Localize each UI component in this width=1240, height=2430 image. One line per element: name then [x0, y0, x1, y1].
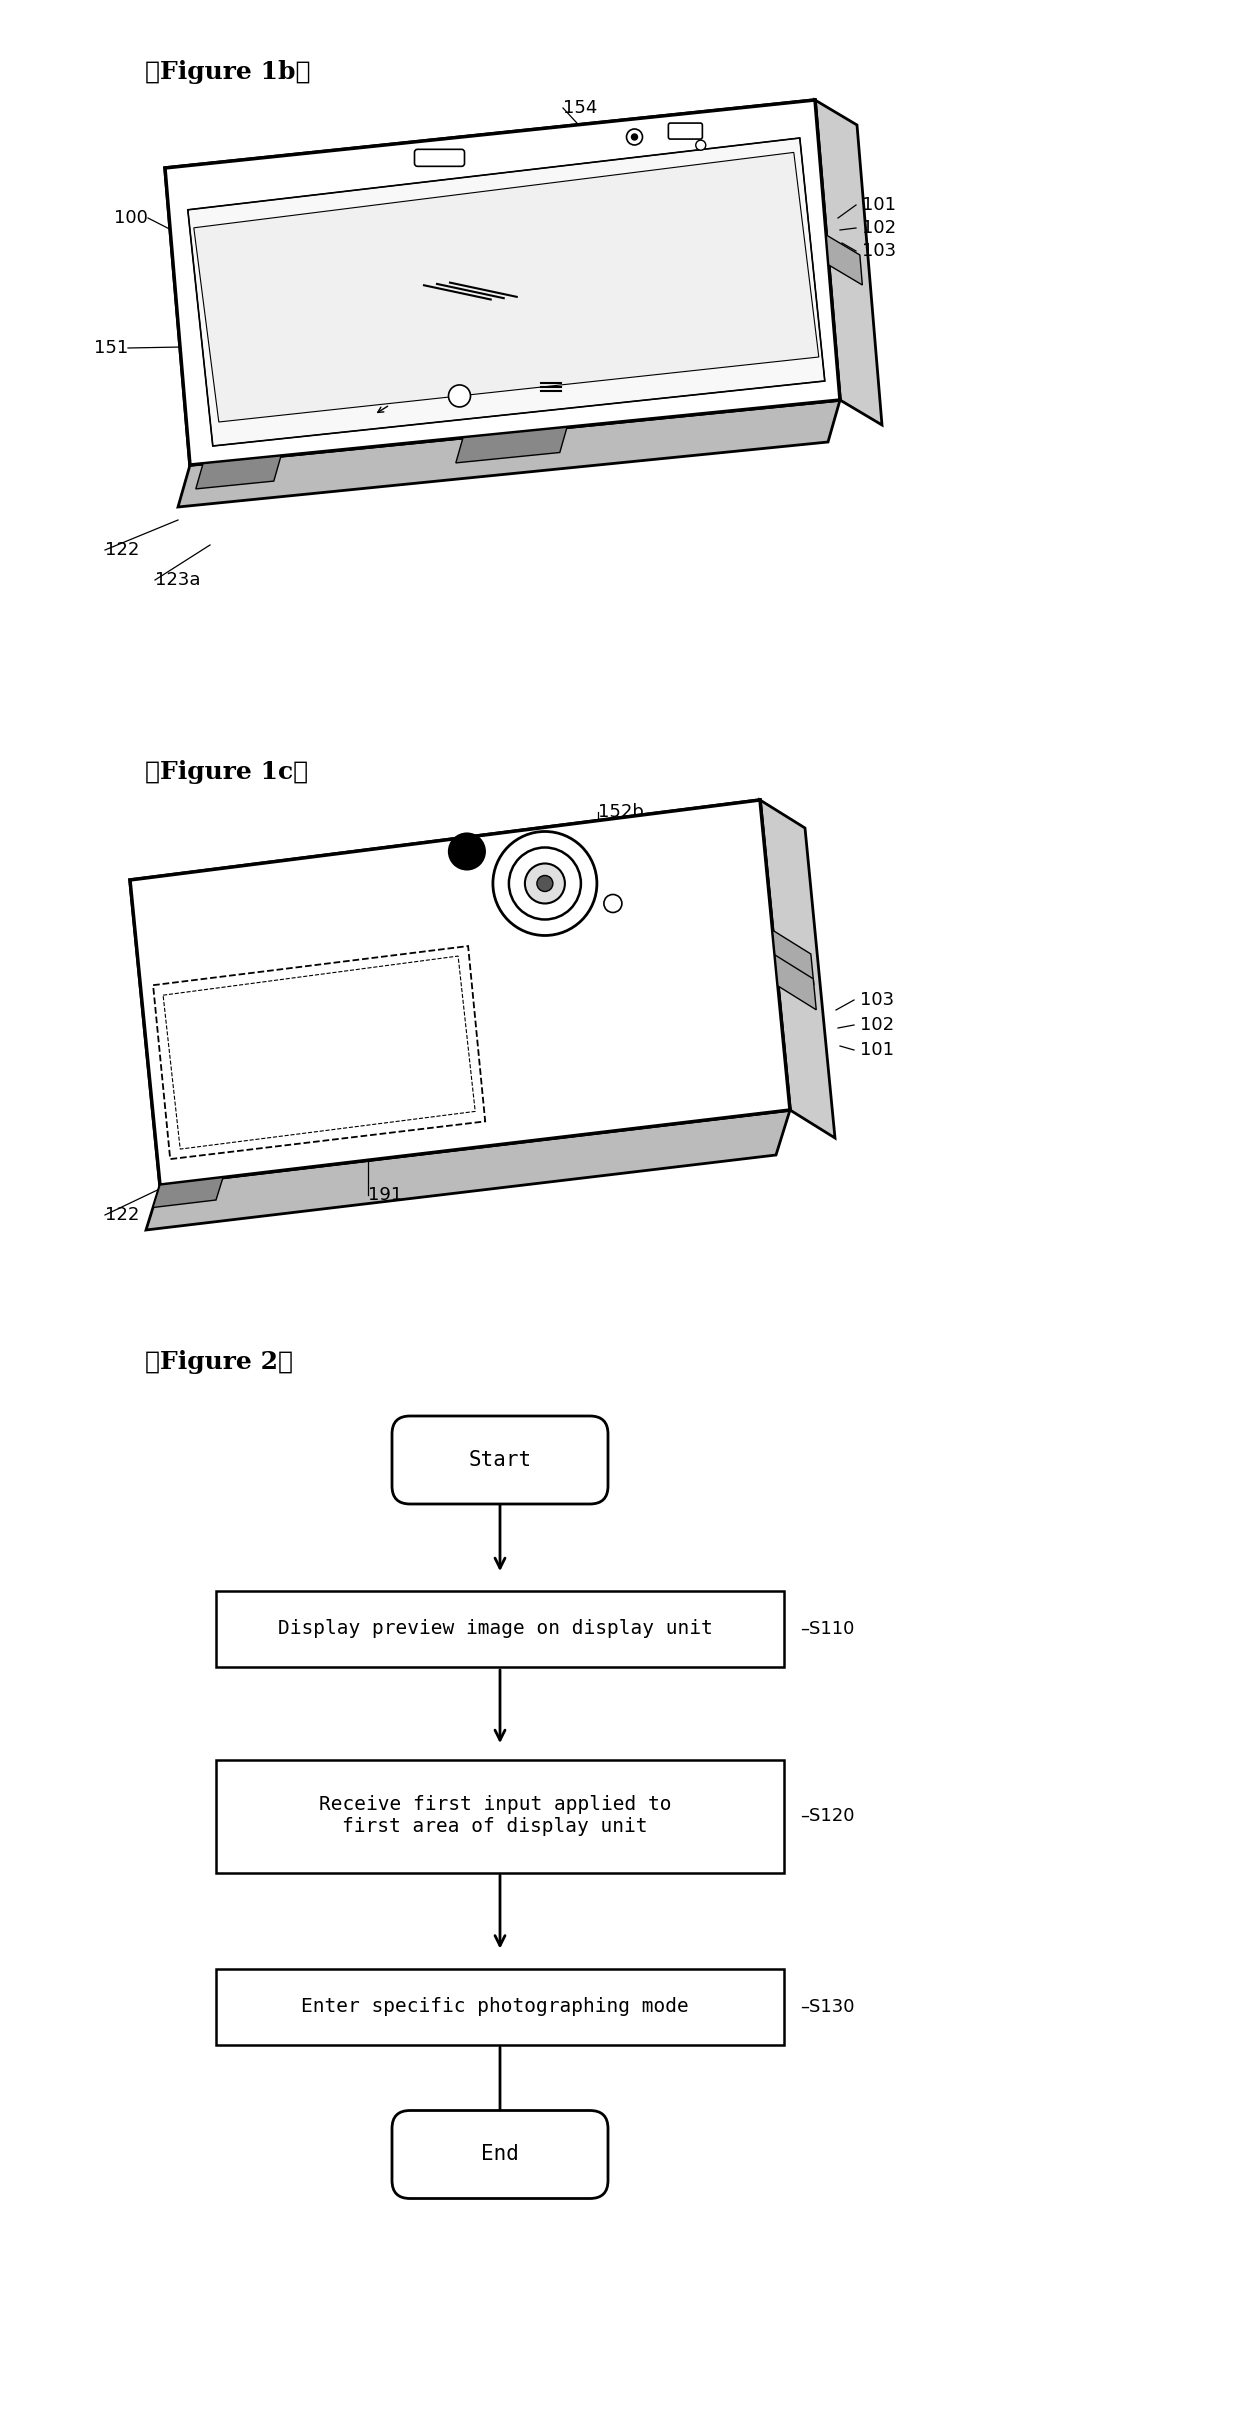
Circle shape	[525, 863, 565, 904]
Text: –S120: –S120	[800, 1808, 854, 1825]
Text: 151: 151	[94, 340, 128, 357]
Text: –S110: –S110	[800, 1621, 854, 1638]
Text: 102: 102	[861, 1016, 894, 1035]
Text: 160: 160	[755, 360, 789, 377]
FancyBboxPatch shape	[668, 124, 702, 139]
Circle shape	[604, 894, 622, 914]
Text: 122: 122	[105, 1205, 139, 1225]
Text: 【Figure 1c】: 【Figure 1c】	[145, 761, 308, 785]
Polygon shape	[193, 153, 818, 423]
Text: 151a: 151a	[317, 187, 363, 204]
Text: 103: 103	[861, 991, 894, 1008]
Text: 123b: 123b	[610, 1079, 656, 1096]
Polygon shape	[165, 100, 839, 464]
Text: 121b: 121b	[660, 824, 706, 841]
Polygon shape	[153, 1179, 223, 1208]
Polygon shape	[815, 100, 882, 425]
Polygon shape	[775, 955, 816, 1011]
Polygon shape	[130, 799, 790, 1186]
Circle shape	[631, 134, 637, 141]
Polygon shape	[130, 799, 790, 1186]
Text: –S130: –S130	[800, 1997, 854, 2014]
Text: 【Figure 2】: 【Figure 2】	[145, 1351, 293, 1373]
Polygon shape	[826, 236, 862, 284]
FancyBboxPatch shape	[392, 2112, 608, 2199]
Text: 101: 101	[861, 1040, 894, 1059]
Text: 124: 124	[711, 848, 744, 868]
Circle shape	[494, 831, 596, 936]
Polygon shape	[146, 1111, 790, 1230]
Text: 100: 100	[229, 892, 264, 909]
Text: 123a: 123a	[155, 571, 201, 588]
Polygon shape	[187, 139, 825, 447]
Circle shape	[449, 384, 470, 406]
Text: Start: Start	[469, 1451, 532, 1470]
Text: Receive first input applied to
first area of display unit: Receive first input applied to first are…	[319, 1796, 671, 1837]
FancyBboxPatch shape	[216, 1592, 784, 1667]
Polygon shape	[179, 401, 839, 508]
Circle shape	[537, 875, 553, 892]
Text: 【Figure 1b】: 【Figure 1b】	[145, 61, 310, 85]
Text: Display preview image on display unit: Display preview image on display unit	[278, 1618, 712, 1638]
Circle shape	[449, 833, 485, 870]
Text: 142: 142	[745, 148, 780, 168]
Text: 141: 141	[763, 168, 796, 185]
Text: 152b: 152b	[598, 802, 644, 821]
Polygon shape	[456, 428, 567, 462]
Polygon shape	[773, 931, 813, 984]
Text: 102: 102	[862, 219, 897, 238]
Text: 152a: 152a	[693, 124, 739, 141]
Polygon shape	[760, 799, 835, 1137]
FancyBboxPatch shape	[414, 148, 465, 165]
Text: 121a: 121a	[777, 190, 823, 207]
Text: 122: 122	[105, 542, 139, 559]
Circle shape	[508, 848, 580, 919]
Text: Enter specific photographing mode: Enter specific photographing mode	[301, 1997, 689, 2017]
Text: 100: 100	[114, 209, 148, 226]
Text: 191: 191	[368, 1186, 402, 1203]
Circle shape	[696, 141, 706, 151]
FancyBboxPatch shape	[392, 1417, 608, 1504]
FancyBboxPatch shape	[216, 1968, 784, 2044]
Circle shape	[626, 129, 642, 146]
Text: 101: 101	[862, 197, 897, 214]
Polygon shape	[196, 457, 281, 488]
FancyBboxPatch shape	[216, 1759, 784, 1874]
Text: End: End	[481, 2146, 518, 2165]
Polygon shape	[165, 100, 839, 464]
Text: 103: 103	[862, 243, 897, 260]
Text: 154: 154	[563, 100, 598, 117]
